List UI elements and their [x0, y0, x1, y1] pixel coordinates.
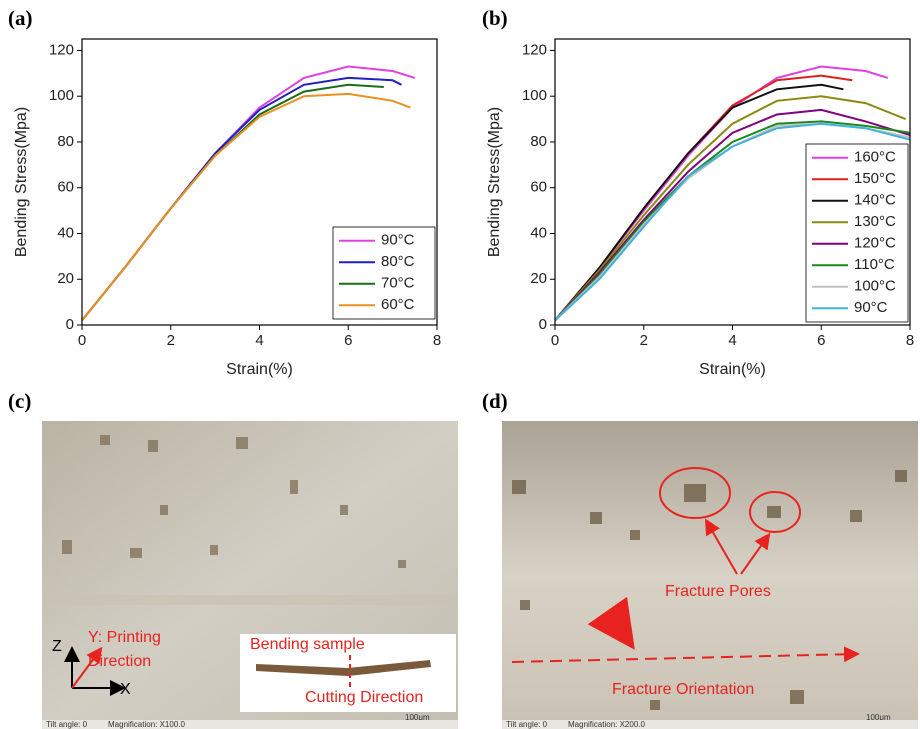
- photo-c: (c) Z X Y: Printing Direction Bending sa…: [8, 389, 458, 729]
- legend-label: 150°C: [854, 170, 896, 187]
- panel-label: (d): [482, 389, 508, 413]
- annotation: Direction: [88, 653, 151, 670]
- x-tick-label: 8: [433, 332, 441, 349]
- scale-label: 100μm: [405, 713, 430, 722]
- x-axis-label: Strain(%): [226, 361, 293, 378]
- annotation: Cutting Direction: [305, 689, 423, 706]
- annotation: Y: Printing: [88, 629, 161, 646]
- legend-label: 130°C: [854, 213, 896, 230]
- y-axis-label: Bending Stress(Mpa): [13, 107, 30, 257]
- charts: (a)0 2 4 6 8020406080100120Strain(%)Bending …: [8, 6, 914, 378]
- y-tick-label: 120: [522, 41, 547, 58]
- legend-label: 120°C: [854, 235, 896, 252]
- annotation: Bending sample: [250, 636, 365, 653]
- y-tick-label: 20: [57, 270, 74, 287]
- panel-label: (b): [482, 6, 508, 30]
- x-tick-label: 0: [78, 332, 86, 349]
- y-tick-label: 0: [539, 316, 547, 333]
- series-line: [554, 122, 911, 322]
- axis-label: X: [120, 681, 131, 698]
- x-tick-label: 2: [167, 332, 175, 349]
- legend-box: [332, 226, 436, 320]
- legend-label: 140°C: [854, 192, 896, 209]
- y-tick-label: 40: [57, 224, 74, 241]
- x-tick-label: 2: [640, 332, 648, 349]
- footer: Tilt angle: 0: [506, 720, 548, 729]
- legend-label: 160°C: [854, 149, 896, 166]
- series-line: [81, 92, 411, 322]
- axis-label: Z: [52, 638, 62, 655]
- y-tick-label: 120: [49, 41, 74, 58]
- y-tick-label: 60: [57, 179, 74, 196]
- y-tick-label: 20: [530, 270, 547, 287]
- y-tick-label: 80: [530, 133, 547, 150]
- legend-label: 70°C: [381, 275, 415, 292]
- x-tick-label: 4: [255, 332, 263, 349]
- series-line: [554, 83, 844, 322]
- y-tick-label: 100: [522, 87, 547, 104]
- panel-label: (c): [8, 389, 31, 413]
- micrograph: [502, 421, 918, 729]
- x-axis-label: Strain(%): [699, 361, 766, 378]
- footer: Magnification: X100.0: [108, 720, 185, 729]
- y-tick-label: 100: [49, 87, 74, 104]
- series-line: [554, 95, 906, 322]
- annotation: Fracture Pores: [665, 583, 771, 600]
- sample: [256, 660, 431, 676]
- x-tick-label: 8: [906, 332, 914, 349]
- x-tick-label: 6: [344, 332, 352, 349]
- series-line: [554, 108, 911, 322]
- legend-label: 100°C: [854, 278, 896, 295]
- photo-d: (d) Fracture Pores Fracture Orientation …: [482, 389, 918, 729]
- legend-label: 90°C: [381, 232, 415, 249]
- annotation: Fracture Orientation: [612, 681, 754, 698]
- y-tick-label: 60: [530, 179, 547, 196]
- legend-label: 60°C: [381, 296, 415, 313]
- x-tick-label: 6: [817, 332, 825, 349]
- legend-box: [805, 143, 909, 323]
- y-axis-label: Bending Stress(Mpa): [486, 107, 503, 257]
- scale-label: 100μm: [866, 713, 891, 722]
- legend-label: 90°C: [854, 299, 888, 316]
- y-tick-label: 40: [530, 224, 547, 241]
- x-tick-label: 4: [728, 332, 736, 349]
- footer: Tilt angle: 0: [46, 720, 88, 729]
- panel-label: (a): [8, 6, 33, 30]
- legend-label: 80°C: [381, 253, 415, 270]
- x-tick-label: 0: [551, 332, 559, 349]
- series-line: [554, 120, 911, 322]
- pores: [62, 435, 406, 568]
- footer: Magnification: X200.0: [568, 720, 645, 729]
- y-tick-label: 0: [66, 316, 74, 333]
- legend-label: 110°C: [854, 256, 895, 273]
- y-tick-label: 80: [57, 133, 74, 150]
